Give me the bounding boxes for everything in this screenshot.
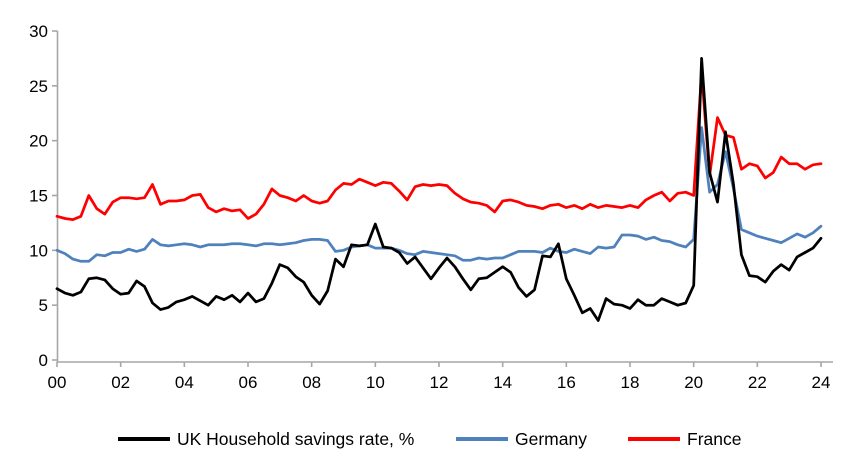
x-tick-label: 24 [812,373,831,392]
x-tick-label: 16 [557,373,576,392]
y-tick-label: 20 [29,132,48,151]
series-line-france [55,71,823,221]
x-tick-label: 12 [430,373,449,392]
uk-line-swatch-icon [118,437,170,441]
germany-line-swatch-icon [456,437,508,441]
series-line-germany [55,126,823,263]
y-tick-label: 5 [39,296,48,315]
x-tick-label: 18 [621,373,640,392]
series-line-uk [55,57,823,322]
x-tick-label: 22 [748,373,767,392]
x-tick-label: 10 [366,373,385,392]
chart-legend: UK Household savings rate, % Germany Fra… [0,428,852,452]
legend-label-france: France [687,429,742,449]
x-tick-label: 04 [175,373,194,392]
france-line-swatch-icon [628,437,680,441]
x-tick-label: 14 [493,373,512,392]
legend-item-uk: UK Household savings rate, % [118,428,414,450]
x-tick-label: 20 [684,373,703,392]
legend-label-uk: UK Household savings rate, % [177,429,415,449]
y-tick-label: 10 [29,241,48,260]
y-tick-label: 25 [29,77,48,96]
y-tick-label: 30 [29,22,48,41]
x-tick-label: 02 [111,373,130,392]
y-tick-label: 15 [29,187,48,206]
x-tick-label: 00 [48,373,67,392]
legend-item-france: France [628,428,741,450]
x-tick-label: 08 [302,373,321,392]
x-tick-label: 06 [239,373,258,392]
legend-label-germany: Germany [515,429,587,449]
y-tick-label: 0 [39,351,48,370]
legend-item-germany: Germany [456,428,587,450]
